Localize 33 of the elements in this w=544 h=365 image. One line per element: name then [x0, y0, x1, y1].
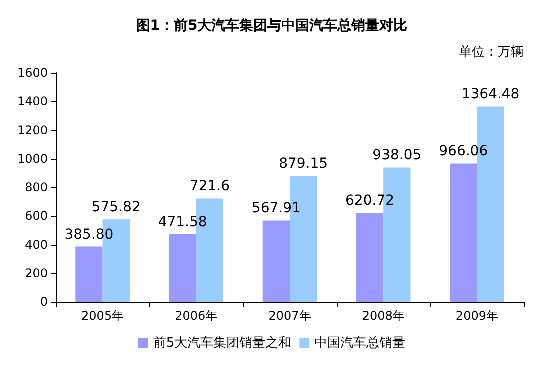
legend-label: 前5大汽车集团销量之和: [153, 336, 292, 351]
data-label: 620.72: [346, 193, 395, 210]
y-tick-label: 1600: [17, 66, 48, 80]
legend-label: 中国汽车总销量: [314, 336, 406, 351]
data-label: 938.05: [372, 148, 422, 164]
y-tick-label: 600: [25, 209, 48, 224]
bar: [169, 234, 196, 302]
data-label: 721.6: [190, 178, 230, 195]
y-tick-label: 0: [40, 295, 48, 309]
y-tick-label: 1400: [17, 94, 48, 109]
text: 单位：万辆: [459, 45, 524, 60]
x-tick-label: 2007年: [268, 309, 312, 323]
data-label: 567.91: [252, 200, 301, 217]
bar: [450, 164, 478, 302]
data-label: 471.58: [158, 214, 208, 231]
bar: [76, 246, 103, 302]
x-tick-label: 2006年: [175, 309, 218, 323]
y-tick-label: 200: [25, 266, 48, 280]
x-tick-label: 2005年: [82, 309, 124, 323]
bar: [262, 220, 290, 302]
data-label: 385.80: [64, 226, 114, 243]
data-label: 966.06: [439, 144, 488, 160]
y-tick-label: 1000: [17, 152, 48, 166]
chart-title: 图1：前5大汽车集团与中国汽车总销量对比: [136, 17, 408, 34]
y-tick-label: 400: [25, 238, 48, 252]
data-label: 575.82: [92, 200, 141, 216]
bar: [356, 213, 384, 302]
data-label: 879.15: [279, 156, 328, 172]
data-label: 1364.48: [462, 86, 520, 103]
y-tick-label: 800: [25, 180, 48, 194]
x-tick-label: 2009年: [456, 309, 498, 323]
y-tick-label: 1200: [17, 123, 48, 138]
x-tick-label: 2008年: [362, 309, 405, 323]
